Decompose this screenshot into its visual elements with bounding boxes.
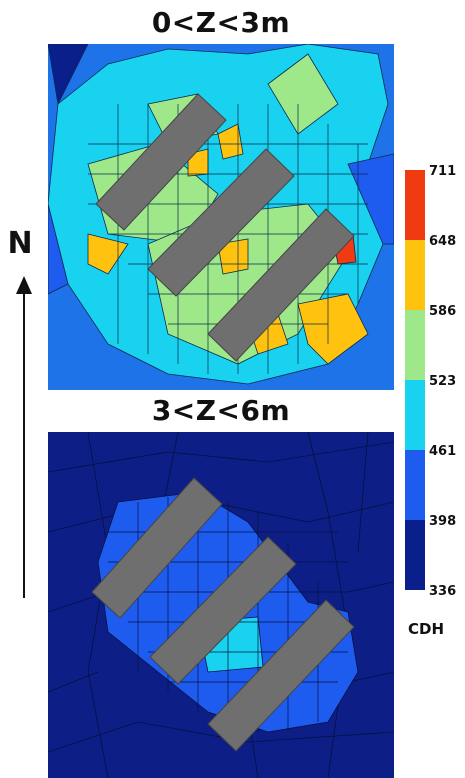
buildings [91,477,355,752]
colorbar: 711 648 586 523 461 398 336 [405,164,456,599]
mesh-cell [48,203,69,295]
colorbar-unit-label: CDH [408,620,445,638]
colorbar-tick-label: 523 [429,374,456,389]
building [207,599,355,752]
north-arrow-icon [16,276,32,598]
building [147,148,295,297]
mesh-cell [347,153,394,245]
colorbar-segment [405,380,425,450]
colorbar-tick-label: 648 [429,234,456,249]
panel-title-bottom: 3<Z<6m [151,394,291,427]
mesh-cell [48,44,89,106]
mesh-cell [217,123,244,160]
colorbar-segment [405,520,425,590]
colorbar-segment [405,170,425,240]
mesh-cell [267,53,339,135]
building [149,536,297,685]
building [207,208,355,362]
mesh-lines [48,432,394,778]
panel-title-top: 0<Z<3m [151,6,291,39]
mesh-cell [297,293,369,365]
building [91,477,223,619]
north-label: N [7,226,33,261]
buildings [95,93,355,362]
colorbar-segment [405,450,425,520]
colorbar-tick-label: 586 [429,304,456,319]
colorbar-tick-label: 711 [429,164,456,179]
colorbar-segment [405,240,425,310]
colorbar-tick-label: 398 [429,514,456,529]
cdh-map-0-3m [48,44,394,390]
colorbar-tick-label: 336 [429,584,456,599]
cdh-map-3-6m [48,432,394,778]
colorbar-tick-label: 461 [429,444,456,459]
colorbar-segment [405,310,425,380]
building [95,93,227,231]
